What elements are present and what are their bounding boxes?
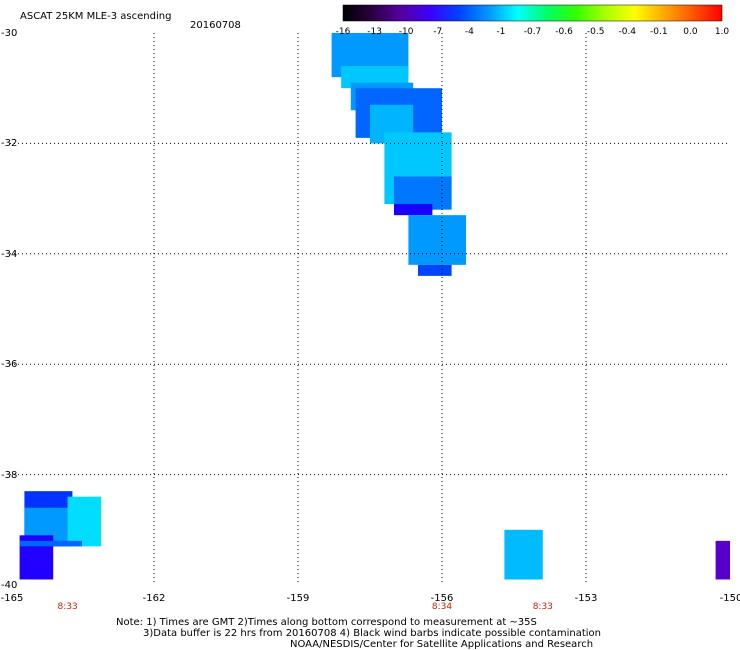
latitude-label: -36 <box>1 359 18 371</box>
colorbar-label: -7 <box>433 27 443 37</box>
colorbar-label: 0.0 <box>683 27 698 37</box>
wind-swath-15 <box>504 529 543 580</box>
longitude-label: -159 <box>286 593 310 604</box>
colorbar-label: -0.7 <box>523 27 542 37</box>
product-title: ASCAT 25KM MLE-3 ascending <box>20 11 172 22</box>
colorbar-label: -4 <box>464 27 474 37</box>
longitude-label: -162 <box>142 593 166 604</box>
colorbar-label: -0.1 <box>650 27 668 37</box>
wind-swath-7 <box>394 204 433 216</box>
colorbar-label: -0.5 <box>586 27 605 37</box>
pass-time-label: 8:34 <box>431 602 453 612</box>
colorbar-label: -10 <box>398 27 414 37</box>
colorbar-label: -0.4 <box>618 27 637 37</box>
longitude-label: -156 <box>430 593 454 604</box>
latitude-label: -30 <box>1 28 18 39</box>
longitude-label: -150 <box>719 593 740 604</box>
product-date: 20160708 <box>190 20 241 31</box>
colorbar-label: -1 <box>496 27 506 37</box>
note-line-1: Note: 1) Times are GMT 2)Times along bot… <box>116 617 537 628</box>
wind-swath-16 <box>715 540 730 580</box>
wind-swath-8 <box>408 215 466 265</box>
colorbar-label: 1.0 <box>714 27 730 37</box>
note-line-3: NOAA/NESDIS/Center for Satellite Applica… <box>290 639 594 650</box>
latitude-label: -38 <box>1 469 18 481</box>
longitude-label: -165 <box>0 593 24 604</box>
note-line-2: 3)Data buffer is 22 hrs from 20160708 4)… <box>143 628 601 639</box>
latitude-label: -32 <box>1 138 18 150</box>
wind-swath-9 <box>418 264 452 276</box>
wind-swath-12 <box>67 496 102 547</box>
colorbar-label: -13 <box>367 27 382 37</box>
colorbar <box>342 4 723 22</box>
pass-time-label: 8:33 <box>57 602 78 612</box>
latitude-label: -40 <box>1 580 18 591</box>
wind-swath-14 <box>19 540 83 547</box>
longitude-label: -153 <box>574 593 598 604</box>
colorbar-label: -16 <box>335 27 351 37</box>
latitude-label: -34 <box>1 248 18 260</box>
colorbar-label: -0.6 <box>555 27 573 37</box>
pass-time-label: 8:33 <box>532 602 553 612</box>
